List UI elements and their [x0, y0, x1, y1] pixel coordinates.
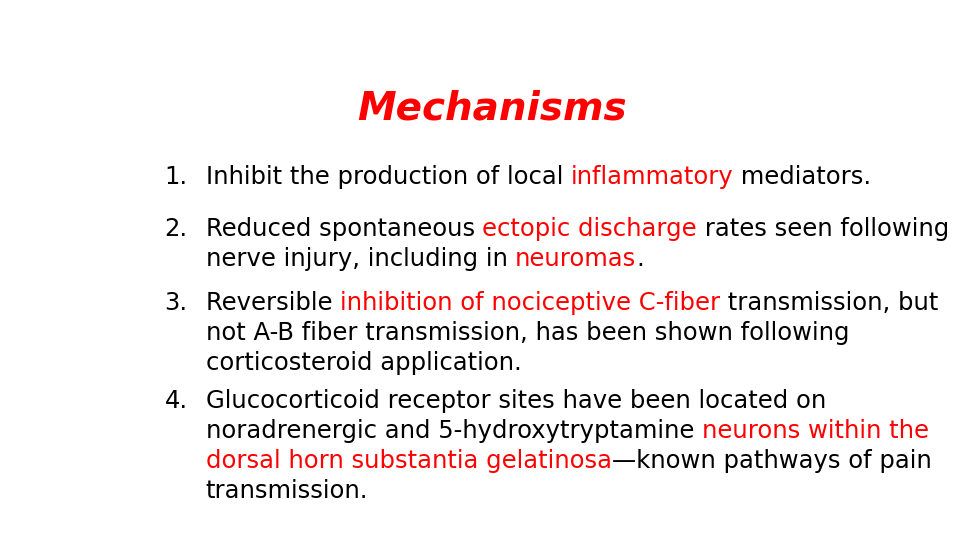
Text: Inhibit the production of local: Inhibit the production of local [205, 165, 570, 188]
Text: Glucocorticoid receptor sites have been located on: Glucocorticoid receptor sites have been … [205, 389, 826, 413]
Text: rates seen following: rates seen following [697, 217, 949, 240]
Text: transmission, but: transmission, but [720, 292, 938, 315]
Text: transmission.: transmission. [205, 479, 368, 503]
Text: 1.: 1. [165, 165, 188, 188]
Text: mediators.: mediators. [733, 165, 872, 188]
Text: .: . [636, 246, 644, 271]
Text: 4.: 4. [165, 389, 188, 413]
Text: Reversible: Reversible [205, 292, 340, 315]
Text: neuromas: neuromas [516, 246, 636, 271]
Text: noradrenergic and 5-hydroxytryptamine: noradrenergic and 5-hydroxytryptamine [205, 419, 702, 443]
Text: 2.: 2. [165, 217, 188, 240]
Text: ectopic discharge: ectopic discharge [483, 217, 697, 240]
Text: dorsal horn substantia gelatinosa: dorsal horn substantia gelatinosa [205, 449, 612, 473]
Text: Mechanisms: Mechanisms [357, 90, 627, 128]
Text: neurons within the: neurons within the [702, 419, 928, 443]
Text: corticosteroid application.: corticosteroid application. [205, 352, 521, 375]
Text: 3.: 3. [165, 292, 188, 315]
Text: Reduced spontaneous: Reduced spontaneous [205, 217, 483, 240]
Text: not A-B fiber transmission, has been shown following: not A-B fiber transmission, has been sho… [205, 321, 849, 346]
Text: inhibition of nociceptive C-fiber: inhibition of nociceptive C-fiber [340, 292, 720, 315]
Text: nerve injury, including in: nerve injury, including in [205, 246, 516, 271]
Text: —known pathways of pain: —known pathways of pain [612, 449, 931, 473]
Text: inflammatory: inflammatory [570, 165, 733, 188]
